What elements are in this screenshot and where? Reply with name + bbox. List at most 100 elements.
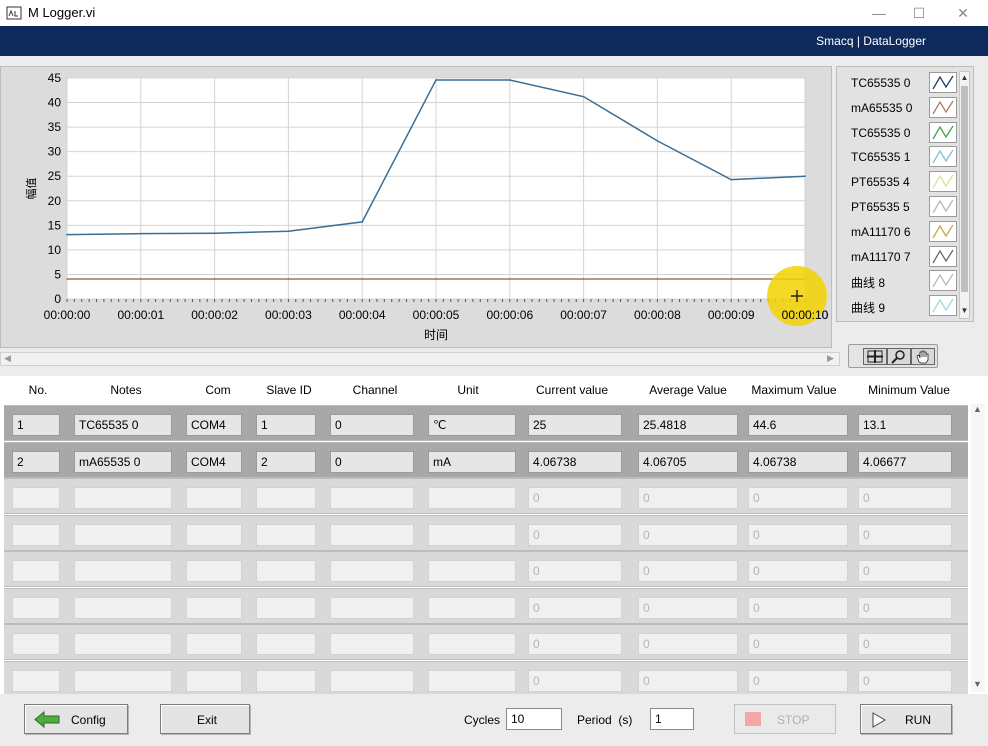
config-button[interactable]: Config (24, 704, 128, 734)
table-cell[interactable] (330, 596, 414, 619)
legend-item[interactable]: mA11170 6 (841, 220, 959, 244)
table-cell[interactable] (12, 596, 60, 619)
table-cell[interactable]: 0 (748, 487, 848, 509)
table-cell[interactable]: 0 (528, 560, 622, 582)
table-cell[interactable]: 2 (256, 450, 316, 473)
plot-style-swatch-icon[interactable] (929, 245, 957, 267)
table-cell[interactable] (186, 523, 242, 546)
table-cell[interactable] (330, 560, 414, 582)
table-cell[interactable]: TC65535 0 (74, 414, 172, 436)
table-cell[interactable]: 0 (638, 633, 738, 655)
maximize-button[interactable]: ☐ (912, 5, 926, 21)
legend-item[interactable]: TC65535 0 (841, 71, 959, 95)
table-cell[interactable]: mA (428, 450, 516, 473)
table-cell[interactable]: 25.4818 (638, 414, 738, 436)
period-input[interactable]: 1 (650, 708, 694, 730)
table-cell[interactable] (428, 669, 516, 692)
table-cell[interactable] (186, 560, 242, 582)
table-cell[interactable]: 0 (858, 523, 952, 546)
table-cell[interactable]: 1 (256, 414, 316, 436)
plot-style-swatch-icon[interactable] (929, 171, 957, 193)
table-cell[interactable] (428, 523, 516, 546)
scroll-up-icon[interactable]: ▲ (960, 73, 969, 82)
table-cell[interactable] (330, 523, 414, 546)
scroll-down-icon[interactable]: ▼ (960, 306, 969, 315)
table-cell[interactable] (186, 596, 242, 619)
legend-item[interactable]: PT65535 5 (841, 195, 959, 219)
exit-button[interactable]: Exit (160, 704, 250, 734)
table-cell[interactable] (74, 487, 172, 509)
plot-style-swatch-icon[interactable] (929, 96, 957, 118)
table-cell[interactable]: 0 (638, 596, 738, 619)
table-cell[interactable]: 4.06705 (638, 450, 738, 473)
table-cell[interactable] (330, 633, 414, 655)
table-cell[interactable]: 0 (330, 414, 414, 436)
table-cell[interactable]: 2 (12, 450, 60, 473)
table-vertical-scrollbar[interactable]: ▲ ▼ (971, 404, 985, 692)
scroll-right-icon[interactable]: ▶ (827, 353, 834, 363)
table-cell[interactable]: 0 (638, 560, 738, 582)
legend-scroll-thumb[interactable] (961, 86, 968, 292)
waveform-chart[interactable]: 0 5 10 15 20 25 30 35 40 45 00:00:00 00:00:01 00:00:… (0, 66, 832, 348)
plot-style-swatch-icon[interactable] (929, 121, 957, 143)
table-cell[interactable] (12, 633, 60, 655)
table-cell[interactable] (12, 669, 60, 692)
table-cell[interactable]: 0 (528, 487, 622, 509)
table-cell[interactable] (256, 596, 316, 619)
cycles-input[interactable]: 10 (506, 708, 562, 730)
legend-item[interactable]: 曲线 9 (841, 294, 959, 318)
table-cell[interactable]: 0 (748, 560, 848, 582)
table-cell[interactable] (428, 560, 516, 582)
scroll-left-icon[interactable]: ◀ (4, 353, 11, 363)
scroll-down-icon[interactable]: ▼ (973, 679, 982, 689)
table-cell[interactable] (186, 669, 242, 692)
table-cell[interactable]: 1 (12, 414, 60, 436)
table-cell[interactable] (186, 633, 242, 655)
table-cell[interactable]: 0 (858, 487, 952, 509)
table-cell[interactable]: 44.6 (748, 414, 848, 436)
table-cell[interactable] (12, 560, 60, 582)
table-cell[interactable] (428, 487, 516, 509)
table-cell[interactable] (428, 633, 516, 655)
table-cell[interactable]: 0 (528, 633, 622, 655)
legend-scrollbar[interactable]: ▲ ▼ (959, 71, 970, 319)
table-cell[interactable]: 0 (528, 669, 622, 692)
plot-style-swatch-icon[interactable] (929, 295, 957, 317)
table-cell[interactable]: 0 (330, 450, 414, 473)
table-cell[interactable]: 13.1 (858, 414, 952, 436)
legend-item[interactable]: 曲线 8 (841, 269, 959, 293)
table-cell[interactable]: 4.06677 (858, 450, 952, 473)
table-cell[interactable] (12, 523, 60, 546)
table-cell[interactable]: 0 (858, 560, 952, 582)
table-cell[interactable] (74, 523, 172, 546)
table-row[interactable]: 2 mA65535 0 COM4 2 0 mA 4.06738 4.06705 4.06738 4… (4, 441, 968, 478)
table-cell[interactable] (256, 669, 316, 692)
legend-item[interactable]: TC65535 0 (841, 121, 959, 145)
close-button[interactable]: ✕ (957, 5, 969, 21)
table-cell[interactable]: 4.06738 (528, 450, 622, 473)
legend-item[interactable]: mA65535 0 (841, 96, 959, 120)
cursor-crosshair-button[interactable] (863, 348, 887, 365)
table-cell[interactable]: 0 (858, 669, 952, 692)
table-cell[interactable] (428, 596, 516, 619)
plot-style-swatch-icon[interactable] (929, 146, 957, 168)
table-cell[interactable] (256, 633, 316, 655)
stop-button[interactable]: STOP (734, 704, 836, 734)
table-cell[interactable]: mA65535 0 (74, 450, 172, 473)
scroll-up-icon[interactable]: ▲ (973, 404, 982, 414)
table-cell[interactable]: 0 (748, 669, 848, 692)
table-cell[interactable] (256, 560, 316, 582)
table-cell[interactable]: 0 (858, 596, 952, 619)
table-cell[interactable] (256, 523, 316, 546)
table-cell[interactable]: 0 (748, 596, 848, 619)
table-cell[interactable]: 0 (638, 669, 738, 692)
plot-style-swatch-icon[interactable] (929, 220, 957, 242)
legend-item[interactable]: mA11170 7 (841, 245, 959, 269)
table-cell[interactable]: 0 (528, 523, 622, 546)
minimize-button[interactable]: — (872, 5, 886, 21)
